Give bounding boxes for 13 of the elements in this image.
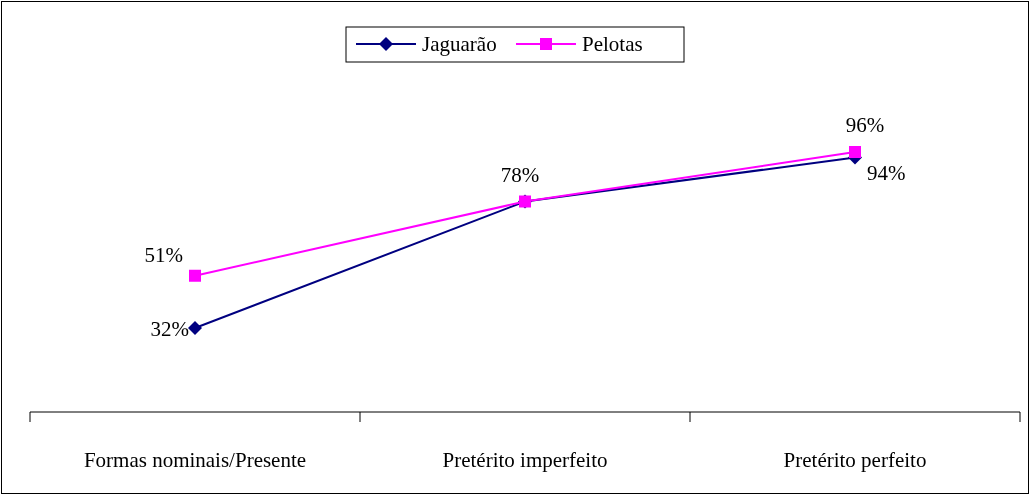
data-label: 96% [845, 113, 885, 137]
legend-label: Jaguarão [422, 32, 497, 56]
data-label: 32% [150, 317, 189, 341]
data-label: 94% [867, 160, 906, 185]
x-tick-label: Pretérito imperfeito [442, 448, 608, 472]
point [188, 321, 202, 335]
point [189, 269, 201, 282]
point [849, 146, 861, 158]
x-tick-label: Formas nominais/Presente [83, 448, 307, 472]
x-tick-label: Pretérito perfeito [783, 448, 927, 472]
legend-label: Pelotas [582, 32, 643, 56]
data-label: 78% [500, 162, 540, 187]
data-label: 51% [144, 242, 183, 267]
